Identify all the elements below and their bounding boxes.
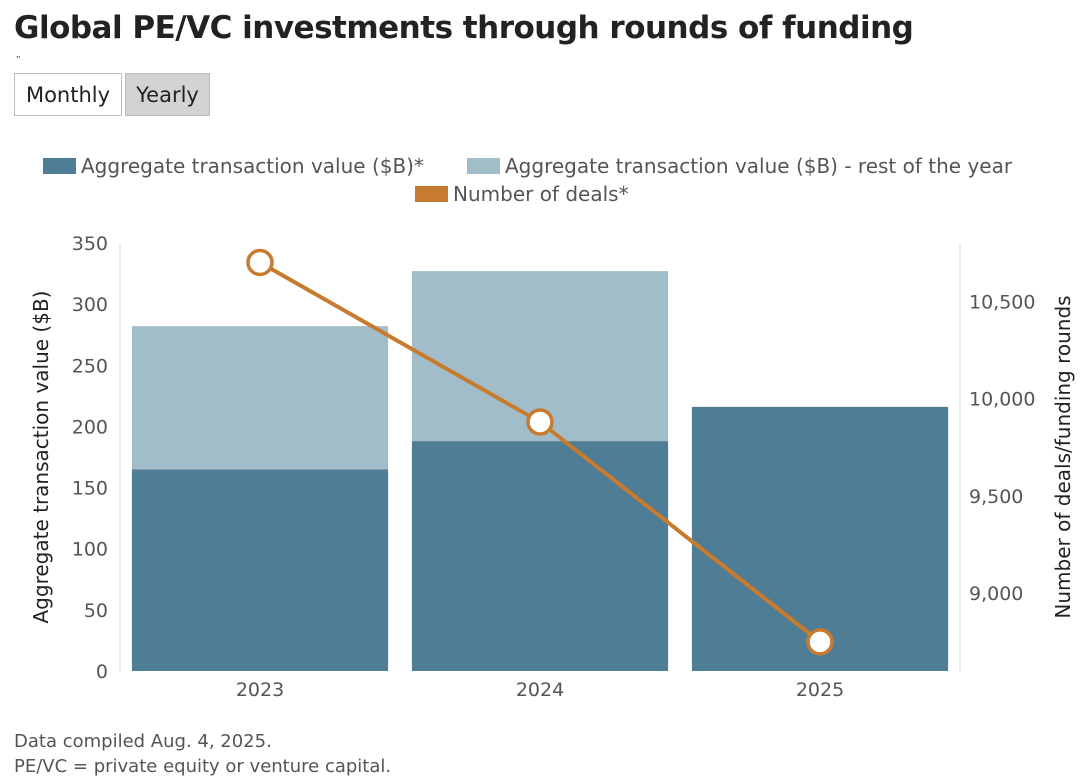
point-number-of-deals bbox=[806, 628, 834, 656]
point-number-of-deals bbox=[526, 408, 554, 436]
y2-tick-label: 10,500 bbox=[969, 291, 1035, 313]
legend-item-number-of-deals[interactable]: Number of deals* bbox=[415, 182, 629, 206]
bar-aggregate-value bbox=[691, 406, 949, 671]
y-tick-label: 0 bbox=[96, 661, 108, 683]
bar-aggregate-value bbox=[131, 469, 389, 671]
footer-data-compiled: Data compiled Aug. 4, 2025. bbox=[14, 731, 272, 752]
y2-axis-title: Number of deals/funding rounds bbox=[1051, 295, 1075, 618]
legend-item-rest-of-year[interactable]: Aggregate transaction value ($B) - rest … bbox=[467, 154, 1012, 178]
y-tick-label: 100 bbox=[72, 539, 108, 561]
y2-tick-label: 9,500 bbox=[969, 486, 1023, 508]
footer: Data compiled Aug. 4, 2025. PE/VC = priv… bbox=[14, 729, 391, 778]
legend-swatch-aggregate-value bbox=[43, 158, 76, 174]
legend-label-rest-of-year: Aggregate transaction value ($B) - rest … bbox=[505, 154, 1013, 178]
y-tick-label: 200 bbox=[72, 416, 108, 438]
monthly-button[interactable]: Monthly bbox=[14, 73, 122, 116]
chart-title: Global PE/VC investments through rounds … bbox=[14, 10, 914, 46]
y-axis-title: Aggregate transaction value ($B) bbox=[29, 291, 53, 624]
legend-item-aggregate-value[interactable]: Aggregate transaction value ($B)* bbox=[43, 154, 424, 178]
y-tick-label: 300 bbox=[72, 294, 108, 316]
x-tick-label: 2023 bbox=[236, 679, 284, 701]
bar-aggregate-value bbox=[411, 441, 669, 671]
legend-swatch-rest-of-year bbox=[467, 158, 500, 174]
footer-abbreviation-note: PE/VC = private equity or venture capita… bbox=[14, 756, 392, 777]
legend-label-aggregate-value: Aggregate transaction value ($B)* bbox=[81, 154, 424, 178]
legend-label-number-of-deals: Number of deals* bbox=[453, 182, 629, 206]
y-tick-label: 150 bbox=[72, 478, 108, 500]
point-number-of-deals bbox=[246, 248, 274, 277]
legend-swatch-number-of-deals bbox=[415, 186, 448, 202]
x-tick-label: 2024 bbox=[516, 679, 564, 701]
yearly-button[interactable]: Yearly bbox=[125, 73, 210, 116]
bar-rest-of-year bbox=[131, 326, 389, 470]
period-toggle: Monthly Yearly bbox=[14, 73, 210, 116]
y-tick-label: 250 bbox=[72, 355, 108, 377]
subtitle-mark: ’’ bbox=[16, 55, 21, 66]
x-tick-label: 2025 bbox=[796, 679, 844, 701]
y-tick-label: 350 bbox=[72, 233, 108, 255]
y-tick-label: 50 bbox=[84, 600, 108, 622]
y2-tick-label: 9,000 bbox=[969, 583, 1023, 605]
y2-tick-label: 10,000 bbox=[969, 389, 1035, 411]
